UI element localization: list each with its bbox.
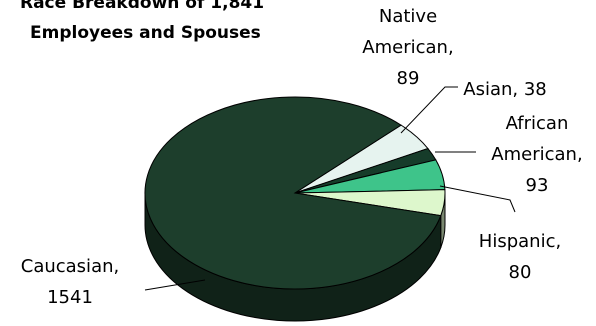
label-line: Caucasian,: [21, 256, 119, 277]
slice-labels: Native American, 89 Asian, 38 African America…: [21, 6, 583, 308]
leader-line-hispanic: [439, 185, 516, 213]
pie-top: [144, 96, 446, 290]
label-line: 1541: [47, 287, 93, 308]
label-asian: Asian, 38: [463, 79, 546, 100]
label-african-american: African American, 93: [491, 113, 582, 196]
label-line: Asian, 38: [463, 79, 546, 100]
label-line: 89: [397, 68, 420, 89]
label-line: Native: [379, 6, 437, 27]
leader-line-asian: [400, 86, 458, 134]
chart-title-line-2: Employees and Spouses: [30, 23, 261, 43]
label-line: Hispanic,: [479, 231, 561, 252]
label-hispanic: Hispanic, 80: [479, 231, 561, 283]
label-caucasian: Caucasian, 1541: [21, 256, 119, 308]
chart-title-line-1: Race Breakdown of 1,841: [20, 0, 264, 13]
label-line: American,: [362, 37, 453, 58]
label-line: 80: [509, 262, 532, 283]
leader-lines: [144, 86, 516, 291]
label-line: American,: [491, 144, 582, 165]
label-line: African: [506, 113, 569, 134]
leader-line-caucasian: [144, 279, 206, 291]
label-native-american: Native American, 89: [362, 6, 453, 89]
label-line: 93: [526, 175, 549, 196]
pie-slice-caucasian: [144, 96, 442, 290]
